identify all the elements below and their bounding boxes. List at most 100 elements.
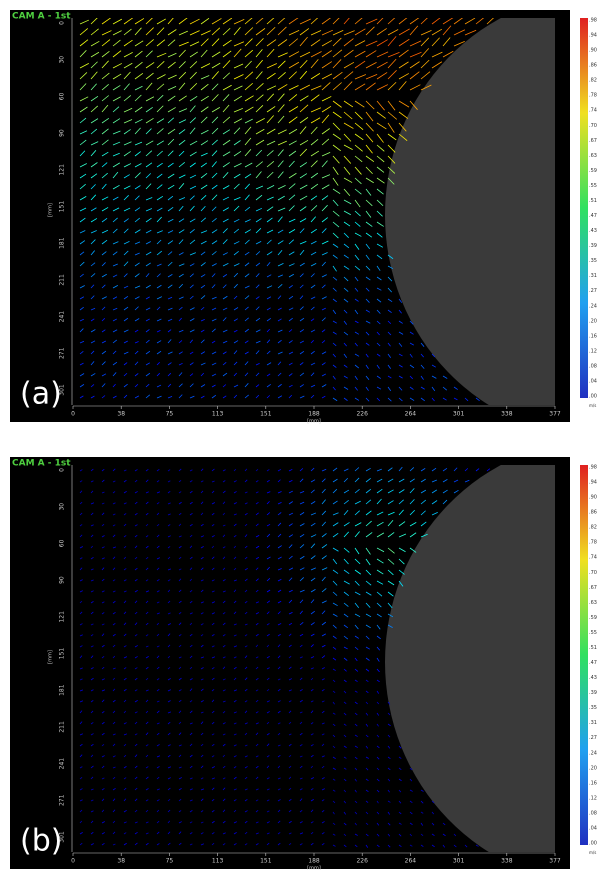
- vector-arrow: [178, 296, 184, 300]
- vector-arrow: [277, 655, 281, 659]
- vector-arrow: [409, 342, 414, 346]
- vector-arrow: [211, 777, 215, 780]
- vector-arrow: [112, 600, 116, 604]
- vector-arrow: [266, 512, 271, 516]
- vector-arrow: [244, 479, 248, 483]
- vector-arrow: [233, 26, 241, 36]
- vector-arrow: [277, 799, 281, 802]
- vector-arrow: [211, 502, 216, 505]
- vector-arrow: [354, 522, 362, 527]
- vector-arrow: [134, 743, 138, 747]
- vector-arrow: [211, 18, 222, 25]
- vector-arrow: [376, 668, 380, 673]
- vector-arrow: [178, 372, 183, 377]
- vector-arrow: [354, 276, 359, 282]
- vector-arrow: [112, 184, 120, 190]
- vector-arrow: [189, 295, 194, 300]
- y-tick-label: 30: [59, 56, 66, 64]
- vector-arrow: [222, 340, 228, 344]
- vector-arrow: [222, 196, 230, 201]
- vector-arrow: [310, 160, 318, 168]
- vector-arrow: [365, 199, 373, 207]
- vector-arrow: [244, 194, 250, 201]
- vector-arrow: [266, 93, 275, 102]
- vector-arrow: [156, 480, 160, 483]
- vector-arrow: [123, 710, 127, 714]
- vector-arrow: [277, 578, 282, 582]
- vector-arrow: [288, 18, 299, 25]
- colorbar-label: .70: [589, 123, 597, 129]
- vector-arrow: [354, 364, 360, 369]
- vector-arrow: [321, 788, 325, 791]
- vector-arrow: [475, 468, 480, 472]
- vector-arrow: [321, 96, 332, 102]
- vector-arrow: [90, 307, 96, 311]
- vector-arrow: [79, 83, 87, 91]
- vector-arrow: [255, 94, 264, 102]
- vector-arrow: [475, 844, 479, 847]
- vector-arrow: [167, 766, 172, 769]
- vector-arrow: [266, 777, 270, 780]
- vector-arrow: [156, 700, 160, 703]
- vector-arrow: [310, 512, 317, 516]
- vector-arrow: [112, 809, 116, 813]
- vector-arrow: [101, 491, 105, 494]
- vector-arrow: [90, 710, 94, 714]
- vector-arrow: [211, 733, 215, 736]
- vector-arrow: [409, 778, 413, 782]
- y-tick-label: 241: [59, 758, 66, 770]
- vector-arrow: [266, 339, 271, 344]
- vector-arrow: [90, 105, 99, 113]
- colorbar-label: .16: [589, 333, 597, 339]
- vector-arrow: [365, 100, 375, 110]
- vector-arrow: [299, 148, 308, 157]
- x-tick-label: 0: [71, 858, 75, 865]
- vector-arrow: [134, 556, 138, 560]
- vector-arrow: [134, 634, 138, 637]
- vector-arrow: [211, 139, 218, 146]
- vector-arrow: [101, 721, 105, 725]
- vector-arrow: [255, 128, 265, 135]
- vector-arrow: [244, 361, 249, 366]
- colorbar-label: .70: [589, 570, 597, 576]
- vector-arrow: [90, 623, 94, 626]
- vector-arrow: [486, 468, 491, 472]
- vector-arrow: [365, 712, 369, 716]
- vector-arrow: [277, 533, 282, 538]
- vector-arrow: [310, 522, 316, 527]
- vector-arrow: [145, 150, 153, 157]
- vector-arrow: [101, 217, 108, 223]
- vector-arrow: [266, 733, 270, 736]
- vector-arrow: [255, 317, 261, 322]
- vector-arrow: [90, 28, 99, 36]
- vector-arrow: [145, 383, 150, 388]
- vector-arrow: [376, 488, 383, 494]
- vector-arrow: [299, 117, 309, 124]
- vector-arrow: [332, 353, 336, 358]
- vector-arrow: [420, 510, 426, 516]
- vector-arrow: [365, 320, 371, 324]
- vector-arrow: [156, 330, 161, 333]
- vector-arrow: [79, 183, 86, 190]
- vector-arrow: [387, 489, 394, 494]
- vector-arrow: [255, 296, 260, 300]
- vector-arrow: [266, 106, 276, 113]
- vector-arrow: [387, 613, 394, 618]
- vector-arrow: [134, 27, 142, 36]
- vector-arrow: [310, 94, 320, 102]
- vector-arrow: [299, 317, 305, 322]
- vector-arrow: [332, 331, 337, 335]
- vector-arrow: [134, 798, 138, 802]
- vector-arrow: [90, 820, 94, 824]
- vector-arrow: [123, 798, 127, 802]
- vector-arrow: [365, 243, 371, 250]
- vector-arrow: [178, 61, 186, 69]
- vector-arrow: [321, 832, 325, 835]
- vector-arrow: [398, 509, 404, 516]
- vector-arrow: [387, 701, 391, 705]
- vector-arrow: [376, 657, 380, 662]
- vector-arrow: [189, 151, 197, 157]
- vector-arrow: [244, 149, 252, 157]
- vector-arrow: [299, 732, 303, 736]
- vector-arrow: [90, 173, 98, 179]
